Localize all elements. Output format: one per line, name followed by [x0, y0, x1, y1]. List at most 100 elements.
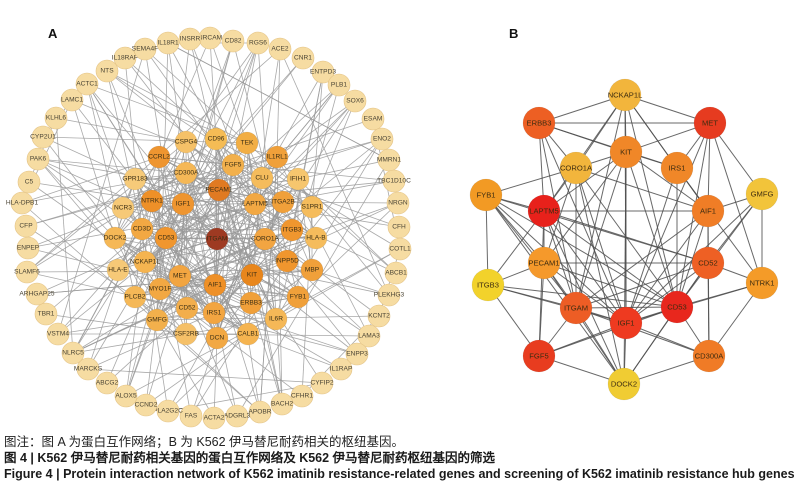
gene-node-pak6 — [26, 147, 50, 171]
gene-node-ccrl2 — [147, 145, 171, 169]
gene-node-ace2 — [268, 37, 292, 61]
network-edge — [57, 48, 146, 335]
network-edge — [487, 284, 627, 324]
network-edge — [158, 156, 161, 290]
gene-node-laptm5 — [243, 192, 267, 216]
network-edge — [179, 275, 299, 298]
network-edge — [182, 203, 299, 298]
gene-node-ntrk1 — [140, 189, 164, 213]
gene-node-coro1a — [253, 227, 277, 251]
gene-node-cyfip2 — [310, 371, 334, 395]
network-edge — [156, 319, 215, 419]
gene-node-rgs6 — [246, 31, 270, 55]
gene-node-gmfg — [745, 177, 779, 211]
gene-node-sema4f — [133, 37, 157, 61]
gene-node-bach2 — [270, 392, 294, 416]
gene-node-il1rap — [329, 357, 353, 381]
gene-node-nlrc5 — [61, 341, 85, 365]
gene-node-hla-dpb1 — [10, 191, 34, 215]
network-edge — [21, 156, 160, 204]
gene-node-klhl6 — [44, 106, 68, 130]
network-edge — [232, 118, 374, 166]
gene-node-cd300a — [174, 161, 198, 185]
network-edge — [254, 203, 277, 320]
gene-node-marcks — [76, 357, 100, 381]
network-edge — [114, 156, 160, 239]
network-edge — [543, 262, 625, 385]
network-edge — [55, 117, 74, 354]
caption-title-en: Figure 4 | Protein interaction network o… — [4, 467, 795, 481]
gene-node-myo1f — [148, 277, 172, 301]
gene-node-tek — [235, 131, 259, 155]
network-edge — [214, 284, 299, 298]
gene-node-cfhr1 — [290, 384, 314, 408]
gene-node-cd53 — [660, 290, 694, 324]
network-edge — [218, 189, 277, 320]
network-edge — [144, 48, 188, 309]
gene-node-cotl1 — [388, 237, 412, 261]
network-edge — [286, 138, 383, 262]
gene-node-pecam1 — [207, 178, 231, 202]
network-edge — [250, 302, 283, 405]
gene-node-acta2 — [202, 406, 226, 430]
gene-node-aif1 — [203, 273, 227, 297]
gene-node-dock2 — [103, 226, 127, 250]
gene-node-nrcam — [198, 26, 222, 50]
network-edge — [543, 210, 678, 308]
gene-node-plekhg3 — [377, 283, 401, 307]
network-edge — [251, 274, 323, 384]
network-edge — [144, 238, 266, 263]
network-edge — [215, 138, 253, 276]
network-edge — [297, 178, 397, 274]
gene-node-erbb3 — [522, 106, 556, 140]
network-edge — [167, 333, 249, 412]
gene-node-csf2rb — [174, 322, 198, 346]
network-edge — [625, 151, 678, 308]
gene-node-aif1 — [691, 194, 725, 228]
network-edge — [676, 167, 763, 284]
network-edge — [209, 37, 217, 140]
network-edge — [232, 164, 313, 208]
network-edge — [28, 181, 153, 202]
network-edge — [185, 141, 277, 320]
gene-node-nckap1l — [133, 250, 157, 274]
gene-node-inpp5d — [275, 249, 299, 273]
gene-node-gmfg — [145, 308, 169, 332]
caption-note-zh: 图注：图 A 为蛋白互作网络；B 为 K562 伊马替尼耐药相关的枢纽基因。 — [4, 435, 405, 449]
gene-node-tbc1d10c — [382, 169, 406, 193]
network-edge — [575, 167, 709, 212]
gene-node-cyp2u1 — [31, 125, 55, 149]
network-edge — [216, 269, 313, 339]
gene-node-nts — [95, 59, 119, 83]
gene-node-abcb1 — [384, 261, 408, 285]
gene-node-fgf5 — [522, 339, 556, 373]
gene-node-met — [168, 264, 192, 288]
gene-node-gpr183 — [123, 167, 147, 191]
gene-node-mmrn1 — [377, 148, 401, 172]
network-edge — [279, 48, 390, 296]
panel-a-label: A — [48, 26, 58, 41]
gene-node-cd300a — [692, 339, 726, 373]
gene-node-il1rl1 — [265, 145, 289, 169]
gene-node-adgrl3 — [225, 404, 249, 428]
network-edge — [151, 156, 278, 202]
gene-node-erbb3 — [239, 291, 263, 315]
gene-node-entpd3 — [311, 60, 335, 84]
gene-node-vstm4 — [46, 322, 70, 346]
network-edge — [213, 337, 218, 419]
network-edge — [27, 247, 119, 271]
gene-node-c5 — [17, 170, 41, 194]
network-edge — [575, 262, 709, 309]
network-edge — [25, 225, 136, 298]
network-edge — [42, 136, 136, 180]
gene-node-insrr — [178, 27, 202, 51]
network-edge — [214, 164, 234, 286]
network-edge — [485, 194, 678, 308]
gene-node-kit — [240, 263, 264, 287]
network-edge — [543, 94, 626, 212]
gene-node-alox5 — [114, 384, 138, 408]
network-edge — [213, 238, 266, 314]
network-edge — [71, 99, 116, 239]
network-edge — [72, 269, 119, 354]
